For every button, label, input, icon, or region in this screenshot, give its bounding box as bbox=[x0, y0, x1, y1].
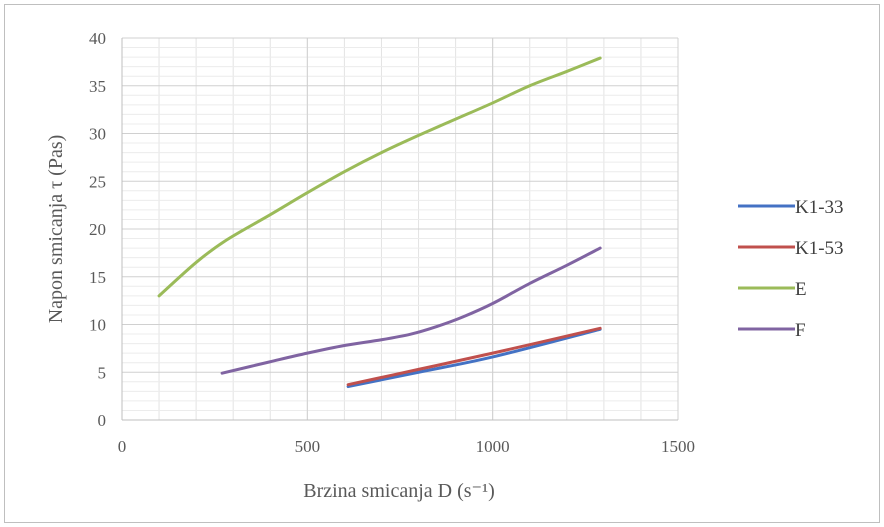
tick-labels: 0 500 1000 1500 0 5 10 15 20 25 30 35 40 bbox=[89, 29, 695, 456]
x-tick-label: 1000 bbox=[476, 437, 510, 456]
series-layer bbox=[157, 56, 602, 389]
series-line-f bbox=[220, 246, 602, 375]
y-tick-label: 40 bbox=[89, 29, 106, 48]
legend-label-f: F bbox=[795, 320, 806, 341]
legend: K1-33 K1-53 EF bbox=[738, 197, 844, 341]
legend-label-k1-33: K1-33 bbox=[795, 197, 844, 218]
grid bbox=[121, 37, 679, 421]
series-line-k1-53 bbox=[346, 326, 602, 387]
x-tick-label: 500 bbox=[295, 437, 321, 456]
y-tick-label: 35 bbox=[89, 77, 106, 96]
axes bbox=[121, 38, 678, 421]
y-tick-label: 30 bbox=[89, 125, 106, 144]
x-axis-title: Brzina smicanja D (s⁻¹) bbox=[303, 480, 495, 502]
y-axis-title: Napon smicanja τ (Pas) bbox=[45, 135, 67, 324]
series-line-k1-33 bbox=[346, 327, 602, 389]
x-tick-label: 0 bbox=[118, 437, 127, 456]
y-tick-label: 0 bbox=[98, 411, 107, 430]
legend-label-e: E bbox=[795, 279, 807, 300]
y-tick-label: 15 bbox=[89, 268, 106, 287]
chart-frame bbox=[4, 4, 880, 523]
series-line-e bbox=[157, 56, 602, 298]
y-tick-label: 5 bbox=[98, 363, 107, 382]
legend-label-k1-53: K1-53 bbox=[795, 238, 844, 259]
y-tick-label: 10 bbox=[89, 316, 106, 335]
x-tick-label: 1500 bbox=[661, 437, 695, 456]
y-tick-label: 25 bbox=[89, 172, 106, 191]
y-tick-label: 20 bbox=[89, 220, 106, 239]
